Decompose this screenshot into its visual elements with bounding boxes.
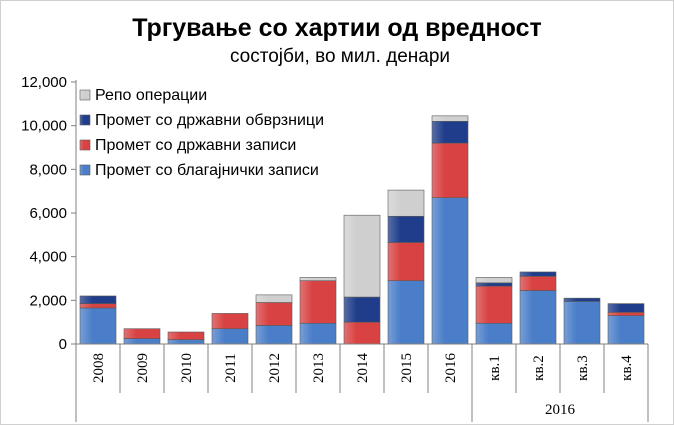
bar-промет-со-благајнички-записи-2016 [431, 197, 469, 345]
legend-label: Репо операции [95, 87, 207, 104]
bar-промет-со-државни-записи-2016 [431, 142, 469, 199]
bar-промет-со-благајнички-записи-кв.1 [475, 322, 513, 345]
bar-промет-со-благајнички-записи-2015 [387, 280, 425, 345]
bar-промет-со-државни-записи-кв.1 [475, 285, 513, 324]
x-tick-label: 2011 [223, 353, 239, 382]
bar-промет-со-државни-записи-2013 [299, 280, 337, 324]
x-tick-label: кв.1 [487, 355, 503, 381]
bar-промет-со-благајнички-записи-2009 [123, 338, 161, 345]
x-tick-label: 2009 [135, 353, 151, 383]
legend: Репо операции Промет со државни обврзници… [79, 87, 324, 179]
bar-промет-со-државни-обврзници-кв.2 [519, 271, 557, 277]
bar-репо-операции-2015 [387, 189, 425, 217]
x-tick-label: 2012 [267, 353, 283, 383]
bar-промет-со-државни-обврзници-2014 [343, 296, 381, 323]
bar-промет-со-државни-записи-2008 [79, 303, 117, 309]
bars [79, 115, 645, 345]
bar-промет-со-благајнички-записи-2013 [299, 322, 337, 345]
bar-промет-со-благајнички-записи-кв.2 [519, 290, 557, 345]
x-axis: 2008 2009 2010 2011 2012 2013 2014 2015 2016 кв.1… [75, 343, 649, 422]
bar-промет-со-државни-записи-2009 [123, 328, 161, 339]
x-tick-label: 2010 [179, 353, 195, 383]
bar-промет-со-благајнички-записи-кв.3 [563, 301, 601, 345]
bar-промет-со-државни-записи-2010 [167, 331, 205, 340]
bar-репо-операции-2014 [343, 214, 381, 298]
legend-label: Промет со благајнички записи [95, 162, 319, 179]
bar-репо-операции-2013 [299, 277, 337, 281]
y-axis: 0 2,000 4,000 6,000 8,000 10,000 12,000 [21, 74, 77, 353]
bar-промет-со-благајнички-записи-2008 [79, 307, 117, 345]
bar-промет-со-државни-записи-2012 [255, 302, 293, 326]
bar-промет-со-државни-записи-2014 [343, 321, 381, 345]
x-tick-label: кв.2 [531, 355, 547, 381]
bar-промет-со-благајнички-записи-2011 [211, 328, 249, 345]
bar-репо-операции-кв.1 [475, 277, 513, 284]
y-tick-label: 2,000 [29, 292, 67, 309]
y-tick-label: 0 [59, 336, 67, 353]
x-tick-label: 2015 [399, 353, 415, 383]
chart-title: Тргување со хартии од вредност [132, 14, 542, 42]
legend-swatch-промет-со-државни-обврзници [79, 114, 91, 126]
bar-промет-со-државни-обврзници-кв.4 [607, 303, 645, 313]
x-tick-label: 2008 [91, 353, 107, 383]
y-tick-label: 4,000 [29, 249, 67, 266]
bar-промет-со-државни-записи-кв.4 [607, 312, 645, 316]
x-tick-label: 2013 [311, 353, 327, 383]
bar-промет-со-државни-записи-2015 [387, 242, 425, 281]
legend-swatch-промет-со-благајнички-записи [79, 164, 91, 176]
x-tick-label: кв.4 [619, 355, 635, 381]
y-tick-label: 6,000 [29, 205, 67, 222]
bar-промет-со-државни-обврзници-2016 [431, 121, 469, 144]
bar-промет-со-благајнички-записи-кв.4 [607, 315, 645, 345]
x-group-label: 2016 [545, 402, 576, 418]
bar-промет-со-државни-записи-2011 [211, 313, 249, 330]
y-tick-label: 12,000 [21, 74, 67, 91]
x-tick-label: 2014 [355, 353, 371, 384]
bar-промет-со-државни-записи-кв.2 [519, 276, 557, 291]
y-tick-label: 8,000 [29, 161, 67, 178]
bar-промет-со-државни-обврзници-2015 [387, 215, 425, 243]
x-tick-label: кв.3 [575, 355, 591, 381]
legend-swatch-репо-операции [79, 89, 91, 101]
legend-swatch-промет-со-државни-записи [79, 139, 91, 151]
bar-промет-со-благајнички-записи-2012 [255, 325, 293, 345]
chart-subtitle: состојби, во мил. денари [230, 46, 450, 67]
bar-репо-операции-2016 [431, 115, 469, 122]
bar-промет-со-благајнички-записи-2010 [167, 339, 205, 345]
bar-репо-операции-2012 [255, 294, 293, 303]
bar-промет-со-државни-обврзници-2008 [79, 295, 117, 304]
bar-промет-со-државни-обврзници-кв.3 [563, 297, 601, 302]
legend-label: Промет со државни записи [95, 137, 296, 154]
legend-label: Промет со државни обврзници [95, 112, 324, 129]
bar-промет-со-државни-обврзници-кв.1 [475, 282, 513, 287]
x-tick-label: 2016 [443, 353, 459, 384]
y-tick-label: 10,000 [21, 118, 67, 135]
